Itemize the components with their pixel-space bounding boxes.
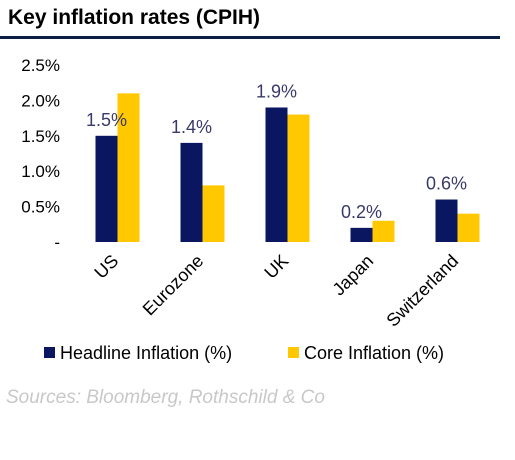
headline-bar xyxy=(95,135,118,242)
headline-bar xyxy=(180,142,203,242)
core-bar xyxy=(202,185,225,242)
x-tick-label: UK xyxy=(260,251,292,283)
title-rule xyxy=(0,36,500,39)
x-tick-label: Japan xyxy=(329,251,378,300)
legend-headline-label: Headline Inflation (%) xyxy=(60,343,232,363)
y-tick-label: 2.5% xyxy=(21,56,60,75)
core-bar xyxy=(372,220,395,242)
y-tick-label: 0.5% xyxy=(21,198,60,217)
chart-title: Key inflation rates (CPIH) xyxy=(8,6,261,29)
data-labels: 1.5% 1.4% 1.9% 0.2% 0.6% xyxy=(86,81,467,221)
source-note: Sources: Bloomberg, Rothschild & Co xyxy=(6,387,325,408)
x-tick-label: Switzerland xyxy=(382,251,462,331)
legend: Headline Inflation (%) Core Inflation (%) xyxy=(44,343,444,363)
legend-core-swatch xyxy=(288,347,299,358)
x-tick-label: Eurozone xyxy=(139,251,208,320)
y-tick-label: 1.0% xyxy=(21,162,60,181)
y-axis: - 0.5% 1.0% 1.5% 2.0% 2.5% xyxy=(21,56,60,252)
core-bar xyxy=(457,213,480,242)
bars xyxy=(95,93,480,242)
headline-bar xyxy=(350,227,373,242)
headline-bar xyxy=(265,107,288,242)
data-label: 1.4% xyxy=(171,117,212,137)
legend-core-label: Core Inflation (%) xyxy=(304,343,444,363)
data-label: 0.6% xyxy=(426,174,467,194)
x-axis: US Eurozone UK Japan Switzerland xyxy=(90,251,462,331)
x-tick-label: US xyxy=(90,251,122,283)
data-label: 0.2% xyxy=(341,202,382,222)
bar-chart: - 0.5% 1.0% 1.5% 2.0% 2.5% 1.5% 1.4% 1.9% 0.2% 0.… xyxy=(21,56,480,363)
legend-headline-swatch xyxy=(44,347,55,358)
data-label: 1.5% xyxy=(86,110,127,130)
core-bar xyxy=(117,93,140,242)
data-label: 1.9% xyxy=(256,81,297,101)
core-bar xyxy=(287,114,310,242)
headline-bar xyxy=(435,199,458,242)
y-tick-label: 1.5% xyxy=(21,127,60,146)
y-tick-label: 2.0% xyxy=(21,91,60,110)
y-tick-label: - xyxy=(54,233,60,252)
